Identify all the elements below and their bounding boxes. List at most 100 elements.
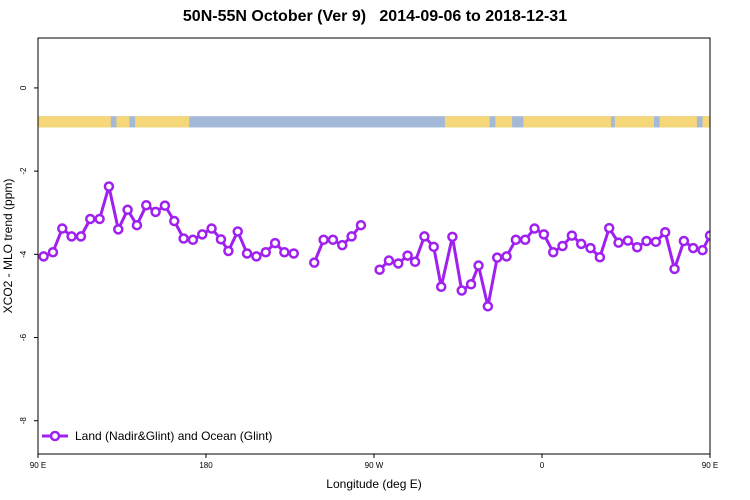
land-band (495, 116, 513, 128)
data-point (260, 246, 271, 258)
data-point (393, 258, 404, 269)
data-point (473, 260, 484, 271)
data-point (641, 235, 652, 247)
data-point (402, 250, 413, 261)
data-point (678, 235, 690, 247)
land-band (135, 116, 190, 128)
land-band (116, 116, 130, 128)
data-point (75, 231, 87, 242)
y-tick-label: -8 (19, 417, 28, 425)
data-point (57, 223, 68, 234)
y-axis-label: XCO2 - MLO trend (ppm) (1, 179, 15, 314)
data-point (585, 242, 596, 254)
data-point (131, 219, 143, 231)
data-point (66, 231, 77, 242)
data-point (428, 241, 439, 253)
data-point (159, 200, 171, 211)
data-point (103, 181, 115, 192)
y-tick-label: 0 (19, 85, 28, 90)
y-axis: 0 -2 -4 -6 -8 (19, 85, 38, 424)
data-point (482, 301, 494, 312)
chart-title: 50N-55N October (Ver 9) 2014-09-06 to 20… (182, 8, 568, 25)
data-point (223, 245, 234, 257)
data-point (659, 227, 671, 238)
data-point (197, 229, 208, 240)
data-point (456, 285, 467, 296)
data-point (47, 246, 59, 258)
data-point (529, 223, 540, 234)
data-point (232, 226, 243, 237)
data-point (510, 234, 522, 246)
land-band (523, 116, 612, 128)
data-point (575, 238, 587, 250)
data-point (704, 230, 710, 241)
data-point (519, 234, 531, 246)
land-band (659, 116, 697, 128)
data-point (94, 213, 105, 225)
data-point (669, 263, 680, 275)
data-point (187, 234, 199, 246)
series-layer (38, 181, 710, 312)
y-tick-label: -4 (19, 250, 28, 258)
land-band (702, 116, 710, 128)
data-point (465, 279, 477, 290)
data-point (374, 264, 385, 275)
data-point (631, 241, 643, 253)
legend-marker-swatch (49, 430, 61, 442)
data-point (622, 235, 634, 246)
legend: Land (Nadir&Glint) and Ocean (Glint) (42, 429, 272, 443)
data-point (435, 281, 447, 293)
plot-frame (37, 37, 711, 455)
data-point (501, 251, 512, 262)
data-point (288, 248, 299, 259)
data-point (346, 231, 357, 242)
land-band (614, 116, 654, 128)
data-point (85, 213, 96, 225)
x-tick-label: 180 (199, 461, 213, 470)
data-point (538, 229, 550, 240)
data-point (215, 234, 227, 245)
series-line (42, 185, 294, 258)
data-point (447, 231, 458, 243)
data-point (38, 251, 49, 262)
legend-label: Land (Nadir&Glint) and Ocean (Glint) (75, 429, 272, 443)
x-axis-label: Longitude (deg E) (326, 477, 421, 491)
y-tick-label: -6 (19, 333, 28, 341)
data-point (318, 234, 329, 246)
land-band (38, 116, 111, 128)
data-point (169, 215, 180, 227)
x-tick-label: 90 W (365, 461, 384, 470)
data-point (650, 236, 662, 248)
ocean-band (38, 116, 710, 128)
data-point (603, 222, 615, 234)
data-point (566, 230, 578, 241)
data-point (697, 244, 708, 256)
data-point (141, 199, 152, 211)
data-point (547, 246, 559, 258)
data-point (687, 242, 699, 254)
data-point (557, 240, 568, 252)
surface-type-strip (38, 116, 710, 128)
data-point (337, 239, 348, 251)
data-point (383, 255, 395, 266)
data-point (327, 234, 339, 246)
data-point (409, 256, 421, 268)
data-point (178, 233, 189, 244)
data-point (594, 251, 606, 263)
data-point (241, 248, 253, 259)
data-point (491, 252, 503, 263)
data-point (355, 219, 367, 231)
data-point (150, 206, 161, 218)
land-band (444, 116, 490, 128)
y-tick-label: -2 (19, 167, 28, 175)
data-point (113, 224, 124, 235)
data-point (279, 246, 290, 258)
x-tick-label: 0 (540, 461, 545, 470)
data-point (419, 231, 430, 242)
data-point (613, 237, 624, 248)
data-point (251, 251, 262, 262)
data-point (206, 223, 217, 234)
x-tick-label: 90 E (30, 461, 46, 470)
x-tick-label: 90 E (702, 461, 718, 470)
